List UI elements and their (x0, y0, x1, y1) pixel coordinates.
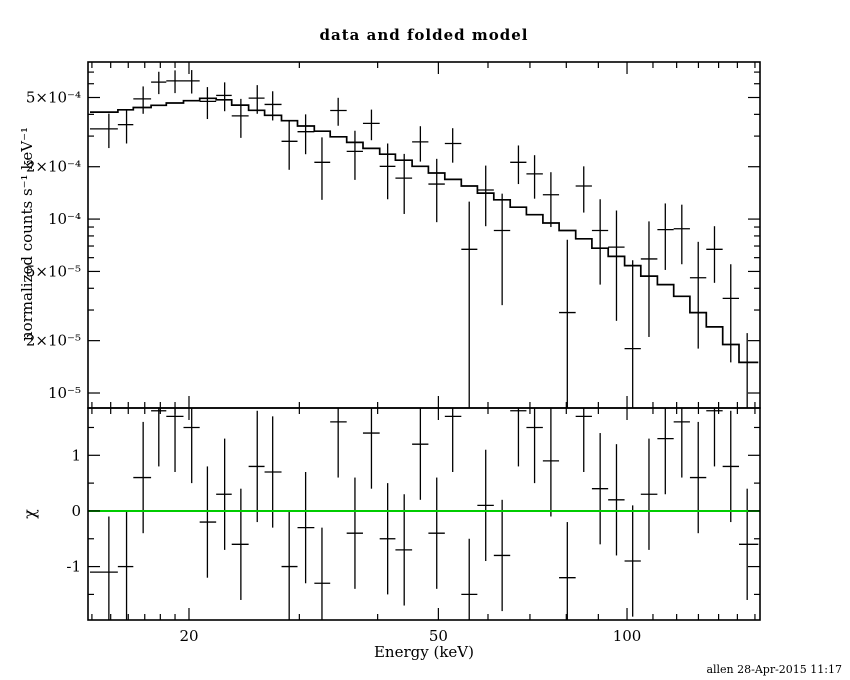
svg-text:20: 20 (179, 627, 198, 645)
top-panel-data (89, 70, 759, 408)
y-axis-label-top: normalized counts s⁻¹ keV⁻¹ (18, 126, 36, 342)
svg-text:-1: -1 (66, 558, 81, 576)
y-axis-label-chi: χ (20, 509, 39, 519)
timestamp: allen 28-Apr-2015 11:17 (706, 663, 842, 676)
page-title: data and folded model (319, 26, 529, 44)
svg-text:2×10⁻⁴: 2×10⁻⁴ (26, 158, 81, 176)
x-axis-label: Energy (keV) (373, 643, 474, 661)
svg-text:5×10⁻⁴: 5×10⁻⁴ (26, 89, 81, 107)
svg-text:50: 50 (429, 627, 448, 645)
svg-text:5×10⁻⁵: 5×10⁻⁵ (26, 262, 81, 280)
folded-model-line (90, 97, 759, 364)
residual-panel-data (88, 408, 760, 620)
top-panel-frame (87, 61, 761, 409)
residual-panel-frame (87, 407, 761, 621)
svg-text:2×10⁻⁵: 2×10⁻⁵ (26, 332, 81, 350)
svg-text:100: 100 (613, 627, 642, 645)
svg-text:10⁻⁴: 10⁻⁴ (48, 210, 81, 228)
svg-text:10⁻⁵: 10⁻⁵ (48, 384, 81, 402)
svg-text:0: 0 (71, 502, 81, 520)
svg-text:1: 1 (71, 446, 81, 464)
